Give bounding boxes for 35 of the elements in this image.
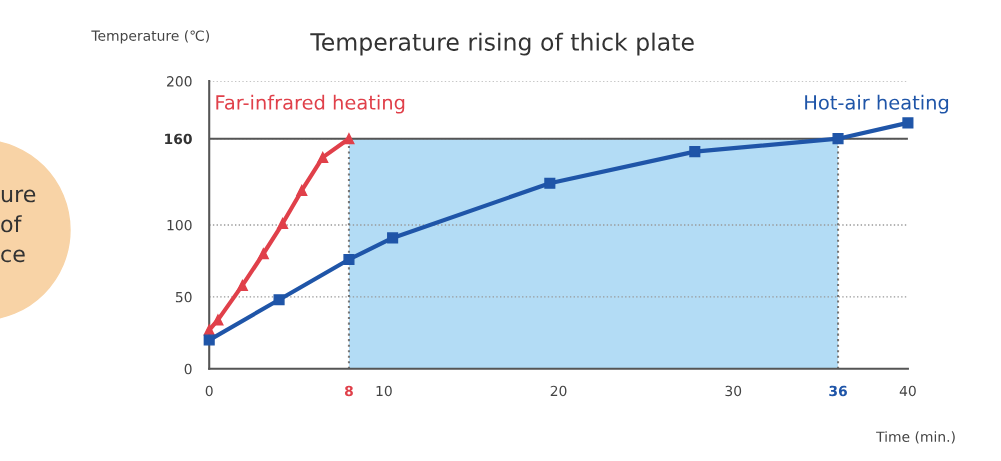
point	[689, 146, 701, 158]
point	[343, 133, 355, 145]
point	[203, 334, 215, 346]
point	[296, 184, 308, 197]
y-axis-title: Temperature (℃)	[91, 30, 210, 44]
y-tick-label: 0	[184, 363, 192, 375]
point	[277, 217, 289, 230]
y-tick-label: 50	[175, 291, 192, 303]
point	[832, 133, 844, 145]
x-axis-title: Time (min.)	[876, 431, 955, 444]
x-tick-label: 20	[550, 385, 567, 397]
point	[317, 151, 329, 163]
text: ce	[1, 249, 25, 263]
text: Far-infrared heating	[216, 94, 405, 114]
series-label: Hot-air heating	[805, 94, 949, 114]
text: of	[1, 215, 22, 233]
x-tick-label: 40	[899, 385, 916, 397]
point	[212, 314, 224, 326]
x-tick-label: 30	[725, 385, 742, 397]
point	[387, 232, 399, 244]
x-tick-label: 8	[344, 385, 353, 397]
x-tick-label: 36	[829, 385, 847, 397]
point	[544, 177, 556, 189]
text: ure	[1, 189, 36, 203]
point	[273, 294, 285, 306]
chart-title: Temperature rising of thick plate	[310, 32, 694, 56]
y-tick-label: 200	[167, 76, 192, 87]
y-tick-label: 100	[167, 219, 192, 231]
point	[902, 117, 914, 129]
x-tick-label: 10	[376, 385, 392, 397]
point	[236, 279, 248, 291]
point	[343, 253, 355, 266]
y-tick-label: 160	[165, 133, 192, 145]
x-tick-label: 0	[205, 385, 213, 397]
point	[257, 248, 269, 260]
